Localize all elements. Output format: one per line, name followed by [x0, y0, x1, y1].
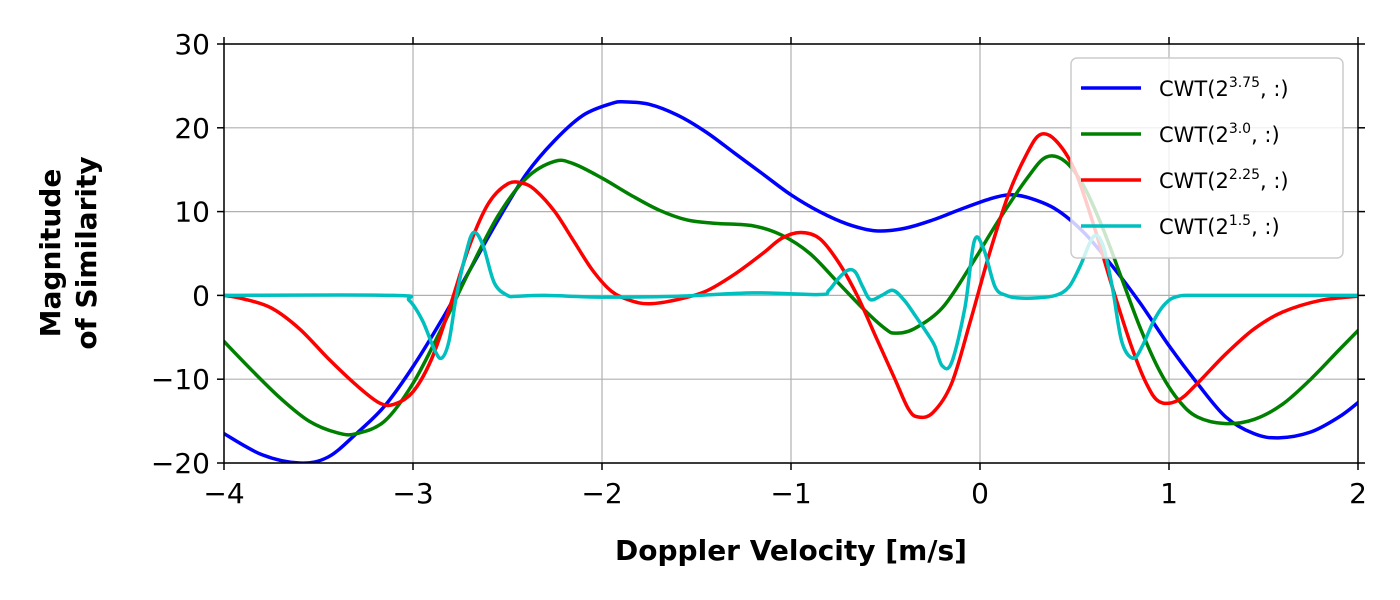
- legend-label-base: CWT(2: [1159, 215, 1229, 239]
- y-tick-label: −10: [151, 363, 210, 396]
- legend-label-exponent: 3.75: [1229, 75, 1260, 91]
- legend-label-tail: , :): [1251, 215, 1280, 239]
- legend-label-tail: , :): [1260, 77, 1289, 101]
- legend-entry-label: CWT(22.25, :): [1159, 167, 1289, 193]
- legend-label-exponent: 2.25: [1229, 167, 1260, 183]
- x-tick-label: 0: [971, 477, 989, 510]
- x-tick-label: −4: [203, 477, 244, 510]
- legend-entry-label: CWT(21.5, :): [1159, 213, 1280, 239]
- y-axis-title-line-1: Magnitude: [34, 169, 67, 338]
- y-tick-label: 10: [174, 196, 210, 229]
- x-tick-label: −3: [392, 477, 433, 510]
- y-axis-title: Magnitude of Similarity: [34, 156, 103, 349]
- legend-label-exponent: 3.0: [1229, 121, 1251, 137]
- series-line-2: [224, 154, 1358, 437]
- series-line-1: [224, 99, 1358, 463]
- x-tick-label: −2: [581, 477, 622, 510]
- x-tick-label: 1: [1160, 477, 1178, 510]
- x-axis-title: Doppler Velocity [m/s]: [615, 534, 967, 567]
- legend-label-exponent: 1.5: [1229, 213, 1251, 229]
- legend-label-tail: , :): [1251, 123, 1280, 147]
- x-tick-label: −1: [770, 477, 811, 510]
- y-tick-label: 30: [174, 28, 210, 61]
- legend-label-base: CWT(2: [1159, 123, 1229, 147]
- x-tick-label: 2: [1349, 477, 1367, 510]
- legend-label-base: CWT(2: [1159, 77, 1229, 101]
- y-tick-label: 0: [192, 279, 210, 312]
- legend: CWT(23.75, :)CWT(23.0, :)CWT(22.25, :)CW…: [1070, 57, 1344, 259]
- y-tick-label: 20: [174, 112, 210, 145]
- legend-box: [1070, 57, 1344, 259]
- y-axis-title-line-2: of Similarity: [70, 156, 103, 349]
- legend-entry-label: CWT(23.75, :): [1159, 75, 1289, 101]
- legend-label-base: CWT(2: [1159, 169, 1229, 193]
- legend-label-tail: , :): [1260, 169, 1289, 193]
- y-tick-label: −20: [151, 447, 210, 480]
- legend-entry-label: CWT(23.0, :): [1159, 121, 1280, 147]
